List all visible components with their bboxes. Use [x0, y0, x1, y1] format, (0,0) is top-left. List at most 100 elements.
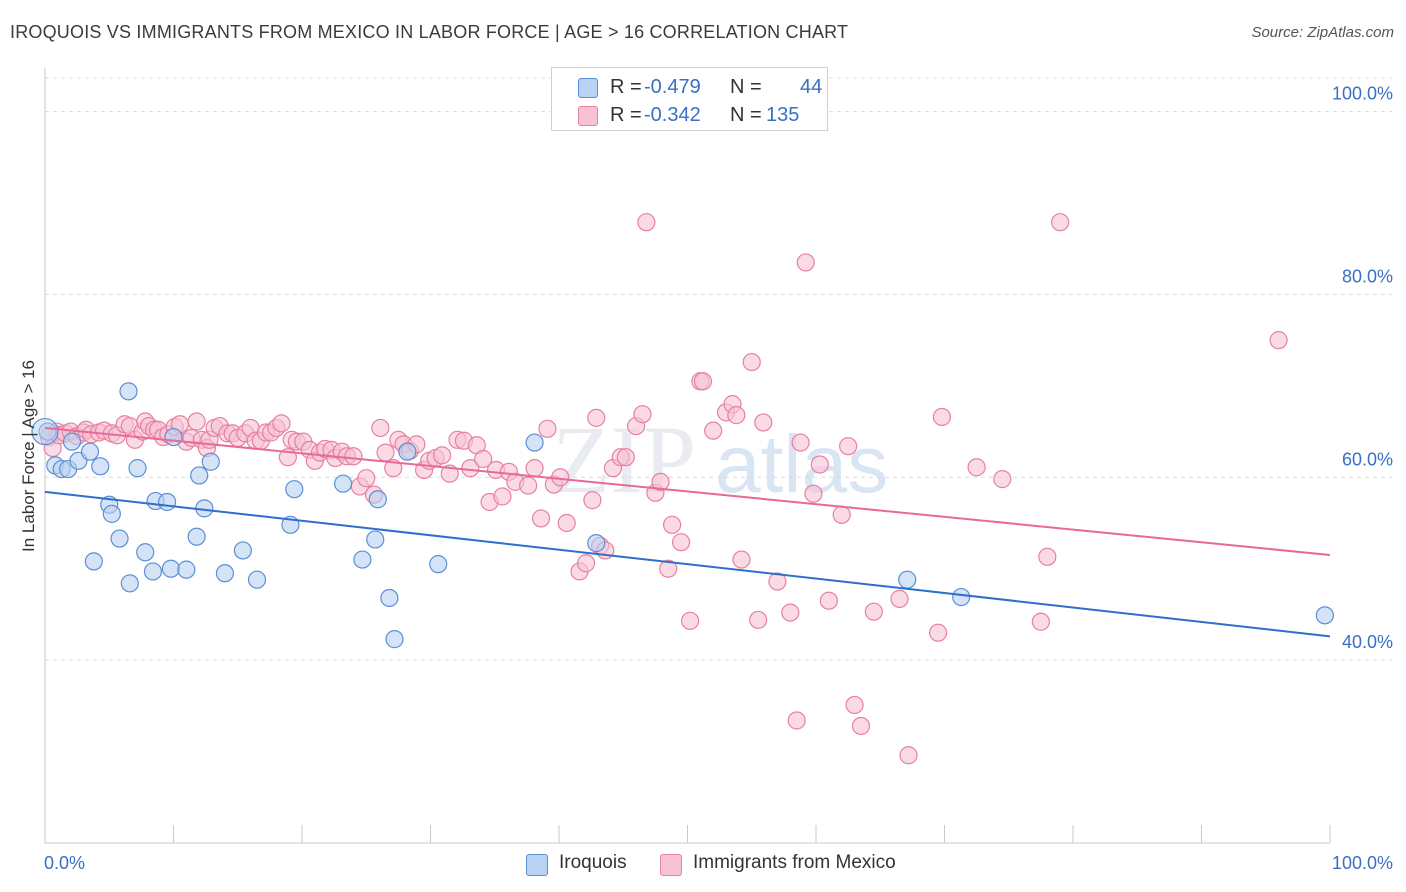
mexico-point	[659, 559, 678, 578]
iroquois-point	[385, 630, 404, 649]
mexico-point	[371, 418, 390, 438]
iroquois-point	[102, 504, 121, 523]
mexico-swatch	[578, 106, 598, 126]
mexico-point	[651, 472, 670, 491]
mexico-point	[440, 464, 459, 483]
iroquois-point	[177, 560, 196, 579]
iroquois-point	[368, 490, 387, 509]
mexico-point	[1051, 213, 1070, 232]
mexico-point	[519, 476, 538, 495]
iroquois-point	[334, 474, 353, 493]
y-tick-label: 40.0%	[1342, 632, 1393, 652]
mexico-point	[531, 509, 551, 528]
iroquois-point	[161, 559, 181, 578]
mexico-point	[928, 623, 948, 642]
mexico-point	[1038, 547, 1057, 566]
mexico-point	[1269, 331, 1288, 350]
iroquois-point	[247, 570, 267, 589]
iroquois-swatch	[578, 78, 598, 98]
x-tick-label: 0.0%	[44, 853, 85, 873]
y-tick-label: 100.0%	[1332, 84, 1393, 104]
r-value: -0.479	[644, 76, 701, 98]
grid-layer	[45, 77, 1392, 661]
mexico-point	[538, 419, 557, 438]
iroquois-point	[136, 543, 155, 562]
r-value: -0.342	[644, 104, 701, 126]
iroquois-point-large	[31, 417, 59, 446]
mexico-point	[376, 443, 395, 462]
r-label: R =	[610, 104, 642, 126]
mexico-point	[357, 469, 376, 488]
iroquois-point	[215, 564, 234, 583]
source-label: Source: ZipAtlas.com	[1251, 24, 1394, 41]
mexico-point	[899, 746, 918, 765]
axes-layer	[44, 68, 1331, 844]
mexico-point	[493, 487, 512, 506]
mexico-point	[187, 412, 206, 431]
iroquois-point	[187, 527, 206, 546]
iroquois-point	[143, 562, 163, 581]
iroquois-point	[380, 588, 399, 608]
mexico-point	[671, 533, 691, 552]
mexico-point	[845, 695, 864, 715]
iroquois-point	[84, 552, 103, 571]
iroquois-point	[398, 442, 417, 461]
mexico-point	[616, 448, 635, 467]
mexico-point	[832, 505, 851, 524]
iroquois-point	[233, 541, 252, 560]
iroquois-point	[80, 442, 100, 461]
iroquois-point	[952, 587, 971, 607]
mexico-point	[754, 413, 773, 432]
iroquois-legend-swatch	[526, 854, 548, 876]
mexico-point	[932, 407, 952, 427]
iroquois-point	[190, 466, 209, 485]
n-label: N =	[730, 76, 762, 98]
mexico-point	[890, 589, 909, 608]
iroquois-point	[157, 492, 177, 512]
chart-title: IROQUOIS VS IMMIGRANTS FROM MEXICO IN LA…	[10, 22, 849, 42]
mexico-point	[967, 458, 986, 477]
mexico-point	[662, 515, 682, 534]
mexico-point	[704, 421, 723, 440]
iroquois-point	[587, 534, 606, 553]
mexico-point	[810, 455, 829, 474]
mexico-legend-swatch	[660, 854, 682, 876]
mexico-point	[742, 352, 761, 372]
iroquois-point	[366, 530, 385, 549]
mexico-point	[727, 406, 746, 425]
mexico-point	[796, 253, 815, 272]
tick-labels: 40.0% 60.0% 80.0% 100.0% 0.0% 100.0%	[44, 84, 1393, 873]
iroquois-point	[525, 433, 544, 452]
r-label: R =	[610, 76, 642, 98]
mexico-point	[633, 405, 652, 424]
mexico-point	[693, 372, 713, 391]
mexico-point	[583, 491, 602, 510]
mexico-point	[557, 513, 576, 533]
iroquois-trend-line	[44, 490, 1331, 638]
iroquois-point	[91, 457, 110, 476]
mexico-point	[384, 459, 403, 478]
n-value: 44	[800, 76, 823, 98]
mexico-point	[864, 602, 883, 621]
legend-label: Iroquois	[559, 852, 627, 873]
iroquois-point	[1315, 606, 1334, 625]
iroquois-point	[285, 480, 304, 499]
mexico-point	[1031, 612, 1050, 631]
mexico-point	[576, 554, 596, 573]
iroquois-point	[429, 555, 448, 574]
y-tick-label: 60.0%	[1342, 449, 1393, 469]
mexico-point	[749, 610, 768, 630]
stats-legend: R = -0.479 N = 44 R = -0.342 N = 135	[551, 67, 828, 131]
mexico-point	[804, 484, 823, 503]
iroquois-point	[164, 427, 183, 447]
mexico-point	[768, 572, 787, 591]
mexico-point	[432, 446, 452, 465]
mexico-point	[732, 550, 751, 569]
y-axis-label: In Labor Force | Age > 16	[19, 360, 38, 552]
mexico-point	[272, 414, 291, 433]
mexico-point	[819, 591, 838, 610]
stats-row-iroquois: R = -0.479 N = 44	[552, 74, 827, 102]
mexico-point	[787, 711, 806, 730]
n-label: N =	[730, 104, 762, 126]
